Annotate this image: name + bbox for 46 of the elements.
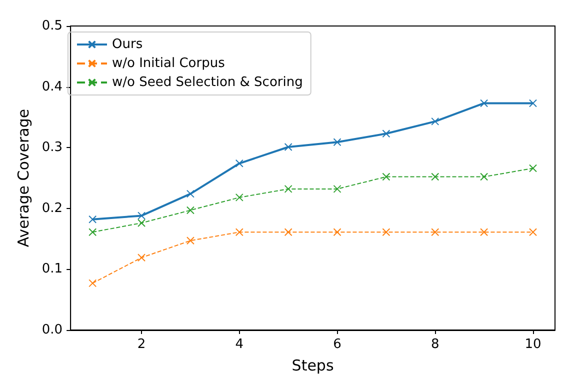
point [382,172,390,181]
x-tick-label: 6 [333,337,342,352]
y-tick-label: 0.5 [42,18,63,34]
point [528,228,537,236]
point [88,228,97,236]
point [186,190,194,198]
y-tick-label: 0.1 [42,262,63,277]
y-tick-label: 0.0 [42,322,63,338]
point [382,228,390,236]
point [138,218,146,227]
point [88,279,97,288]
point [235,193,244,202]
point [88,215,97,224]
legend-label: w/o Initial Corpus [112,56,226,71]
point [186,236,194,245]
point [528,164,537,172]
point [284,142,292,151]
point [333,228,342,236]
point [186,206,194,214]
point [235,159,244,168]
x-axis-title: Steps [292,356,334,374]
point [382,130,390,138]
y-tick-label: 0.3 [42,140,63,156]
legend-label: Ours [112,37,143,52]
point [333,138,342,146]
point [480,172,488,181]
y-axis-title: Average Coverage [14,108,32,248]
x-tick-label: 2 [137,337,146,352]
point [138,254,146,262]
point [528,99,537,108]
point [431,117,440,126]
point [431,228,440,236]
x-tick-label: 4 [235,337,244,352]
point [138,212,146,220]
point [480,99,488,108]
y-tick-label: 0.4 [42,79,63,94]
x-tick-label: 10 [524,337,542,352]
legend-label: w/o Seed Selection & Scoring [112,75,303,90]
point [480,228,488,236]
point [431,172,440,181]
point [235,228,244,236]
point [333,184,342,193]
y-tick-label: 0.2 [42,200,63,216]
point [284,184,292,193]
x-tick-label: 8 [430,337,440,352]
point [284,228,292,236]
